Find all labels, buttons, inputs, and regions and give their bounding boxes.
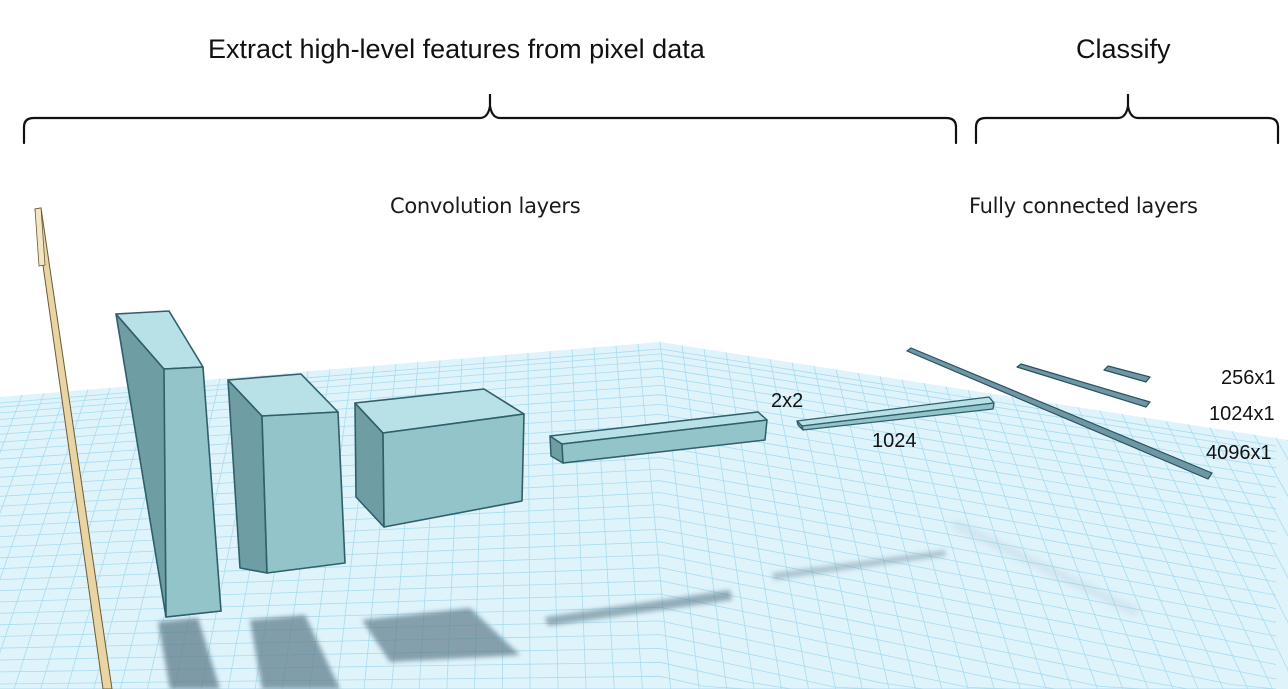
grid-line — [1033, 400, 1149, 689]
floor-shadows — [158, 520, 1140, 689]
grid-line — [0, 457, 1277, 570]
grid-line — [0, 393, 45, 515]
conv-block-1 — [115, 310, 222, 618]
grid-line — [791, 362, 863, 689]
grid-line — [1231, 431, 1288, 537]
shadow-conv2 — [250, 615, 340, 689]
conv-block-2-front — [261, 411, 346, 574]
grid-line — [1209, 427, 1288, 579]
fc-layers — [906, 347, 1213, 480]
fc-bar-256 — [1103, 365, 1151, 383]
heading-extract-features: Extract high-level features from pixel d… — [208, 34, 705, 64]
grid-line — [593, 347, 615, 689]
fc-bar-4096 — [906, 347, 1213, 480]
grid-line — [0, 367, 1277, 469]
grid-line — [1011, 396, 1124, 689]
shadow-fc — [950, 520, 1140, 616]
grid-line — [615, 345, 643, 689]
grid-line — [857, 372, 943, 689]
grid-line — [637, 343, 672, 689]
grid-line — [659, 341, 700, 689]
fc-bar-1024 — [1016, 363, 1151, 408]
grid-line — [879, 376, 969, 689]
braces — [22, 94, 1280, 145]
conv-block-3 — [354, 388, 525, 528]
grid-line — [681, 345, 728, 689]
grid-line — [0, 384, 1277, 488]
shadow-conv3 — [362, 608, 520, 662]
grid-line — [1121, 413, 1249, 689]
grid-line — [0, 403, 1277, 510]
grid-line — [0, 394, 1277, 499]
conv-block-3-front — [382, 413, 525, 528]
label-pool-2x2: 2x2 — [771, 390, 804, 412]
grid-line — [571, 349, 587, 689]
grid-line — [725, 352, 782, 689]
brace-classify — [974, 94, 1280, 145]
grid-line — [967, 389, 1073, 689]
grid-line — [1187, 424, 1288, 624]
grid-line — [703, 348, 755, 689]
label-convolution-layers: Convolution layers — [390, 194, 581, 218]
label-fc-256: 256x1 — [1221, 367, 1276, 389]
conv-block-4 — [549, 411, 768, 464]
grid-line — [1099, 410, 1224, 689]
shadow-flatten — [772, 550, 946, 580]
grid-line — [0, 413, 1277, 521]
label-fc-1024: 1024x1 — [1209, 403, 1275, 425]
grid-line — [13, 387, 111, 689]
grid-line — [1077, 407, 1199, 689]
grid-line — [1143, 417, 1273, 689]
label-fc-4096: 4096x1 — [1206, 442, 1272, 464]
grid-line — [1055, 403, 1174, 689]
brace-extract — [22, 94, 958, 145]
grid-line — [527, 352, 531, 689]
label-fully-connected-layers: Fully connected layers — [969, 194, 1198, 218]
grid-line — [0, 391, 67, 581]
grid-line — [0, 647, 1276, 689]
label-flatten-1024: 1024 — [872, 430, 917, 452]
heading-classify: Classify — [1076, 34, 1171, 64]
conv-block-4-front — [561, 419, 768, 464]
grid-line — [549, 351, 559, 689]
conv-block-1-front — [163, 366, 222, 618]
input-image-plate — [34, 207, 113, 689]
grid-line — [0, 360, 1277, 460]
grid-line — [901, 379, 995, 689]
grid-line — [989, 393, 1098, 689]
grid-line — [0, 395, 23, 454]
grid-line — [769, 359, 836, 689]
shadow-conv4 — [545, 590, 732, 626]
shadow-conv1 — [158, 618, 220, 689]
grid-line — [945, 386, 1047, 689]
conv-block-2 — [227, 373, 346, 574]
flatten-bar — [796, 396, 995, 431]
grid-line — [1253, 434, 1288, 498]
